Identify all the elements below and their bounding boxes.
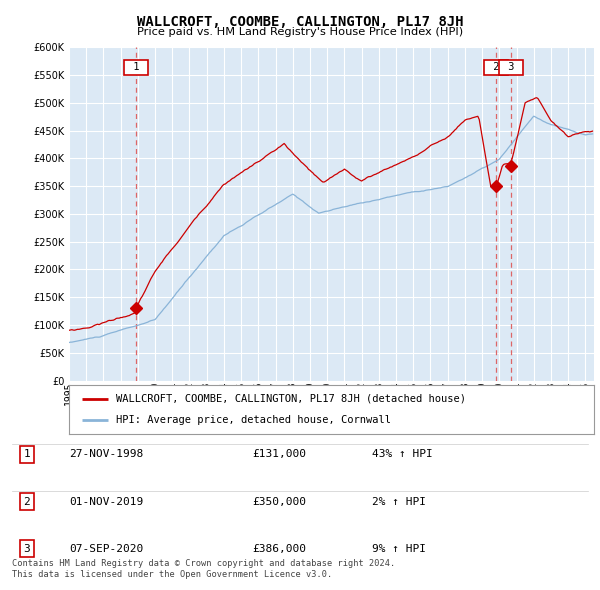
Text: 2: 2 <box>487 62 506 72</box>
Text: 07-SEP-2020: 07-SEP-2020 <box>69 544 143 554</box>
Text: 2: 2 <box>23 497 31 507</box>
Text: WALLCROFT, COOMBE, CALLINGTON, PL17 8JH (detached house): WALLCROFT, COOMBE, CALLINGTON, PL17 8JH … <box>116 394 466 404</box>
Text: £386,000: £386,000 <box>252 544 306 554</box>
Text: Contains HM Land Registry data © Crown copyright and database right 2024.
This d: Contains HM Land Registry data © Crown c… <box>12 559 395 579</box>
Text: 3: 3 <box>502 62 520 72</box>
Text: 43% ↑ HPI: 43% ↑ HPI <box>372 450 433 460</box>
Text: 3: 3 <box>23 544 31 554</box>
Text: 2% ↑ HPI: 2% ↑ HPI <box>372 497 426 507</box>
Text: 1: 1 <box>23 450 31 460</box>
Text: HPI: Average price, detached house, Cornwall: HPI: Average price, detached house, Corn… <box>116 415 391 425</box>
Text: 27-NOV-1998: 27-NOV-1998 <box>69 450 143 460</box>
Text: WALLCROFT, COOMBE, CALLINGTON, PL17 8JH: WALLCROFT, COOMBE, CALLINGTON, PL17 8JH <box>137 15 463 29</box>
Text: 1: 1 <box>127 62 146 72</box>
Text: 9% ↑ HPI: 9% ↑ HPI <box>372 544 426 554</box>
Text: Price paid vs. HM Land Registry's House Price Index (HPI): Price paid vs. HM Land Registry's House … <box>137 27 463 37</box>
Text: 01-NOV-2019: 01-NOV-2019 <box>69 497 143 507</box>
Text: £131,000: £131,000 <box>252 450 306 460</box>
Text: £350,000: £350,000 <box>252 497 306 507</box>
